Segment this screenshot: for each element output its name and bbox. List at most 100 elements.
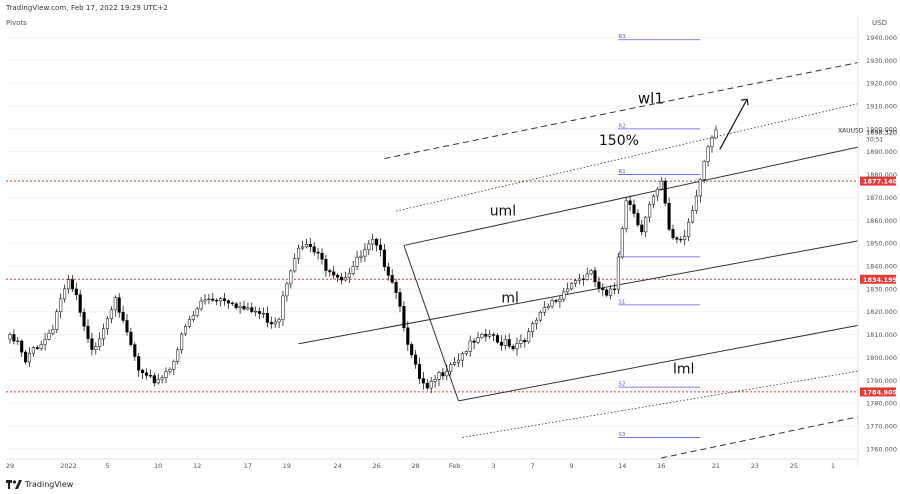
y-tick-label: 1860.000 bbox=[866, 217, 897, 225]
candle-body bbox=[659, 180, 663, 190]
candle-body bbox=[531, 323, 535, 332]
price-level-label: 1877.140 bbox=[863, 178, 898, 186]
y-tick-label: 1830.000 bbox=[866, 285, 897, 293]
candle-body bbox=[597, 281, 601, 289]
x-tick-label: 5 bbox=[105, 462, 109, 470]
lower-dotted-line bbox=[462, 370, 859, 438]
annotation-uml: uml bbox=[490, 204, 516, 220]
candle-body bbox=[219, 298, 223, 302]
y-tick-label: 1930.000 bbox=[866, 57, 897, 65]
candle-body bbox=[94, 346, 98, 350]
candle-body bbox=[507, 339, 511, 347]
candle-body bbox=[343, 276, 347, 281]
candle-body bbox=[308, 243, 312, 248]
candle-body bbox=[74, 288, 78, 296]
candle-body bbox=[683, 236, 687, 240]
candle-body bbox=[570, 283, 574, 290]
y-tick-label: 1900.000 bbox=[866, 125, 897, 133]
candle-body bbox=[113, 297, 117, 311]
candle-body bbox=[199, 300, 203, 310]
candle-body bbox=[558, 298, 562, 302]
candle-body bbox=[417, 364, 422, 379]
currency-label: USD bbox=[872, 19, 887, 27]
candle-body bbox=[464, 351, 468, 354]
candle-body bbox=[78, 294, 82, 313]
candle-body bbox=[414, 354, 418, 365]
candle-body bbox=[203, 299, 207, 302]
candle-body bbox=[488, 334, 492, 337]
candle-body bbox=[472, 340, 476, 343]
candle-body bbox=[367, 243, 371, 250]
candle-body bbox=[176, 349, 180, 362]
warning-line-150 bbox=[396, 103, 859, 212]
lower-median-line bbox=[458, 324, 859, 402]
candle-body bbox=[456, 359, 461, 363]
candle-body bbox=[293, 258, 297, 272]
candle-body bbox=[577, 278, 581, 281]
x-tick-label: 29 bbox=[6, 462, 14, 470]
x-tick-label: 25 bbox=[790, 462, 798, 470]
candle-body bbox=[429, 380, 433, 389]
candle-body bbox=[160, 377, 164, 380]
price-level-label: 1784.905 bbox=[863, 388, 898, 396]
candle-body bbox=[624, 200, 628, 229]
time-axis[interactable]: 29 2022 5 10 12 17 19 24 26 28 Feb 3 7 9 14 16 21 23 25 1 bbox=[6, 458, 858, 470]
candle-body bbox=[663, 180, 667, 204]
candle-body bbox=[651, 195, 656, 205]
candle-body bbox=[527, 331, 531, 343]
symbol-label: XAUUSD bbox=[838, 127, 864, 134]
candle-body bbox=[12, 334, 16, 342]
candle-body bbox=[24, 351, 28, 363]
candle-body bbox=[382, 249, 386, 268]
candle-body bbox=[312, 246, 316, 253]
candle-body bbox=[70, 279, 74, 290]
x-tick-label: 28 bbox=[411, 462, 419, 470]
x-tick-label: 24 bbox=[333, 462, 341, 470]
brand-label: TradingView bbox=[25, 480, 74, 489]
candle-body bbox=[121, 312, 125, 321]
candle-body bbox=[258, 311, 262, 314]
candle-body bbox=[378, 244, 383, 251]
candle-body bbox=[476, 337, 480, 343]
candle-body bbox=[421, 378, 425, 384]
candle-body bbox=[671, 229, 675, 238]
candle-body bbox=[542, 307, 546, 313]
lower-dashed-line bbox=[661, 416, 859, 459]
candle-body bbox=[168, 369, 172, 372]
brand[interactable]: TradingView bbox=[6, 480, 73, 489]
candle-body bbox=[687, 221, 691, 237]
projection-arrow bbox=[719, 98, 748, 150]
candle-body bbox=[449, 364, 453, 372]
y-tick-label: 1760.000 bbox=[866, 445, 897, 453]
x-tick-label: 1 bbox=[831, 462, 835, 470]
annotations: wl1 150% uml ml lml bbox=[490, 90, 749, 377]
candle-body bbox=[20, 340, 24, 353]
candle-body bbox=[433, 378, 437, 382]
price-level-tag bbox=[860, 387, 896, 397]
candle-body bbox=[269, 322, 273, 325]
candle-body bbox=[698, 179, 702, 197]
price-axis[interactable]: 1940.000 1930.000 1920.000 1910.000 1900.000… bbox=[838, 16, 897, 466]
y-tick-label: 1840.000 bbox=[866, 263, 897, 271]
candle-body bbox=[90, 338, 94, 350]
candle-body bbox=[320, 252, 324, 260]
candle-body bbox=[480, 333, 484, 338]
candle-body bbox=[460, 353, 464, 361]
candle-body bbox=[554, 300, 558, 302]
candle-body bbox=[66, 279, 71, 290]
candle-body bbox=[515, 343, 519, 350]
pivot-label: S1 bbox=[618, 299, 625, 305]
x-tick-label: 26 bbox=[372, 462, 380, 470]
candle-body bbox=[59, 298, 63, 312]
indicator-label[interactable]: Pivots bbox=[6, 19, 27, 27]
y-tick-label: 1810.000 bbox=[866, 331, 897, 339]
y-tick-label: 1800.000 bbox=[866, 354, 897, 362]
candle-body bbox=[702, 161, 706, 180]
candle-body bbox=[109, 309, 113, 320]
candle-body bbox=[503, 339, 507, 346]
y-tick-label: 1870.000 bbox=[866, 194, 897, 202]
candles bbox=[8, 125, 718, 393]
candle-body bbox=[141, 369, 145, 374]
